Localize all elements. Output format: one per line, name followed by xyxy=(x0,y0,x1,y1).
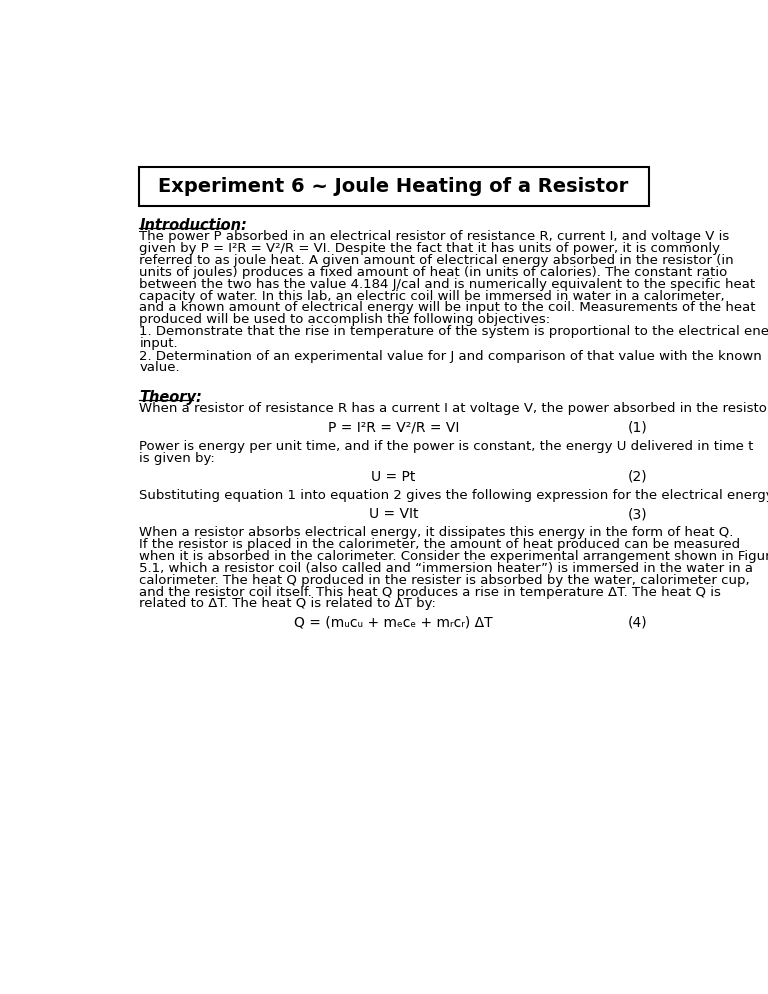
Text: If the resistor is placed in the calorimeter, the amount of heat produced can be: If the resistor is placed in the calorim… xyxy=(140,538,740,551)
Text: (3): (3) xyxy=(628,507,647,521)
Text: (4): (4) xyxy=(628,616,647,630)
Text: U = VIt: U = VIt xyxy=(369,507,419,521)
Text: is given by:: is given by: xyxy=(140,451,215,464)
Text: capacity of water. In this lab, an electric coil will be immersed in water in a : capacity of water. In this lab, an elect… xyxy=(140,289,725,302)
Text: input.: input. xyxy=(140,337,178,350)
Text: (1): (1) xyxy=(628,420,647,434)
Text: Experiment 6 ~ Joule Heating of a Resistor: Experiment 6 ~ Joule Heating of a Resist… xyxy=(158,177,629,196)
Text: P = I²R = V²/R = VI: P = I²R = V²/R = VI xyxy=(328,420,459,434)
Text: calorimeter. The heat Q produced in the resister is absorbed by the water, calor: calorimeter. The heat Q produced in the … xyxy=(140,574,750,586)
Text: When a resistor absorbs electrical energy, it dissipates this energy in the form: When a resistor absorbs electrical energ… xyxy=(140,526,734,540)
Text: when it is absorbed in the calorimeter. Consider the experimental arrangement sh: when it is absorbed in the calorimeter. … xyxy=(140,550,768,563)
Text: (2): (2) xyxy=(628,470,647,484)
Text: 5.1, which a resistor coil (also called and “immersion heater”) is immersed in t: 5.1, which a resistor coil (also called … xyxy=(140,562,753,575)
Text: U = Pt: U = Pt xyxy=(372,470,415,484)
Text: When a resistor of resistance R has a current I at voltage V, the power absorbed: When a resistor of resistance R has a cu… xyxy=(140,403,768,415)
Text: units of joules) produces a fixed amount of heat (in units of calories). The con: units of joules) produces a fixed amount… xyxy=(140,265,728,279)
Text: The power P absorbed in an electrical resistor of resistance R, current I, and v: The power P absorbed in an electrical re… xyxy=(140,231,730,244)
Text: 1. Demonstrate that the rise in temperature of the system is proportional to the: 1. Demonstrate that the rise in temperat… xyxy=(140,325,768,338)
Text: Theory:: Theory: xyxy=(140,390,202,405)
Text: produced will be used to accomplish the following objectives:: produced will be used to accomplish the … xyxy=(140,313,551,326)
Text: 2. Determination of an experimental value for J and comparison of that value wit: 2. Determination of an experimental valu… xyxy=(140,350,762,363)
Text: and the resistor coil itself. This heat Q produces a rise in temperature ΔT. The: and the resistor coil itself. This heat … xyxy=(140,585,721,598)
Text: value.: value. xyxy=(140,362,180,375)
Text: and a known amount of electrical energy will be input to the coil. Measurements : and a known amount of electrical energy … xyxy=(140,301,756,314)
Text: given by P = I²R = V²/R = VI. Despite the fact that it has units of power, it is: given by P = I²R = V²/R = VI. Despite th… xyxy=(140,243,720,255)
FancyBboxPatch shape xyxy=(139,167,648,206)
Text: Power is energy per unit time, and if the power is constant, the energy U delive: Power is energy per unit time, and if th… xyxy=(140,439,754,452)
Text: Introduction:: Introduction: xyxy=(140,218,247,233)
Text: Q = (mᵤcᵤ + mₑcₑ + mᵣcᵣ) ΔT: Q = (mᵤcᵤ + mₑcₑ + mᵣcᵣ) ΔT xyxy=(294,616,493,630)
Text: Substituting equation 1 into equation 2 gives the following expression for the e: Substituting equation 1 into equation 2 … xyxy=(140,489,768,502)
Text: related to ΔT. The heat Q is related to ΔT by:: related to ΔT. The heat Q is related to … xyxy=(140,597,436,610)
Text: between the two has the value 4.184 J/cal and is numerically equivalent to the s: between the two has the value 4.184 J/ca… xyxy=(140,277,756,291)
Text: referred to as joule heat. A given amount of electrical energy absorbed in the r: referred to as joule heat. A given amoun… xyxy=(140,254,734,267)
